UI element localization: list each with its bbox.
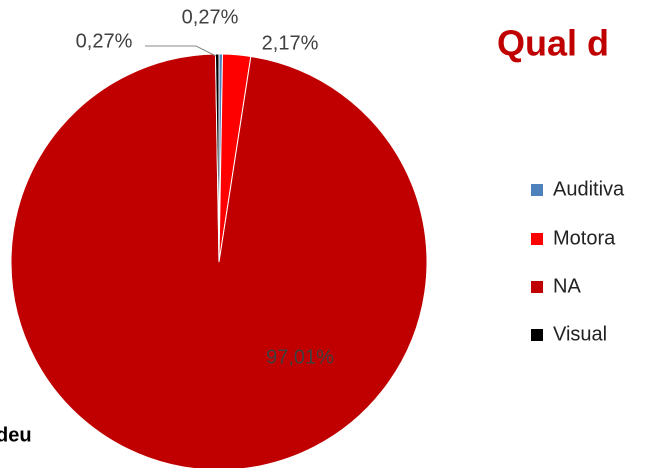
leader-line	[145, 45, 217, 57]
data-label: 97,01%	[266, 346, 334, 368]
chart-title: Qual d	[497, 23, 609, 64]
data-label: 0,27%	[182, 6, 239, 28]
legend-label: NA	[553, 275, 581, 297]
data-label: 2,17%	[262, 32, 319, 54]
legend-label: Auditiva	[553, 178, 625, 200]
legend-swatch	[531, 184, 543, 196]
legend-swatch	[531, 233, 543, 245]
pie-slice	[214, 53, 220, 263]
legend-label: Motora	[553, 227, 616, 249]
legend-swatch	[531, 281, 543, 293]
annotation: deu	[0, 424, 32, 446]
legend-label: Visual	[553, 323, 607, 345]
data-label: 0,27%	[76, 30, 133, 52]
legend-swatch	[531, 329, 543, 341]
